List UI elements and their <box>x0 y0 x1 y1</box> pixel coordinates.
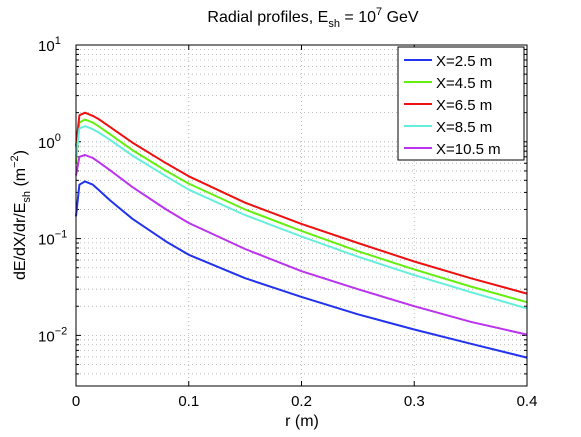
legend-label: X=4.5 m <box>436 75 492 92</box>
series-line-X-10-5-m <box>75 154 528 336</box>
x-tick-label: 0.3 <box>404 393 425 410</box>
y-tick-label: 10−1 <box>38 229 67 249</box>
series-line-X-6-5-m <box>75 111 528 295</box>
y-tick-label: 101 <box>38 35 61 55</box>
x-tick-label: 0.4 <box>517 393 538 410</box>
y-tick-label: 10−2 <box>38 325 67 345</box>
legend-label: X=6.5 m <box>436 97 492 114</box>
legend-label: X=10.5 m <box>436 141 501 158</box>
legend-label: X=2.5 m <box>436 53 492 70</box>
series-line-X-4-5-m <box>75 118 528 304</box>
y-axis-label: dE/dX/dr/Esh (m−2) <box>9 150 33 280</box>
series-line-X-2-5-m <box>75 180 528 359</box>
legend-label: X=8.5 m <box>436 119 492 136</box>
series-line-X-8-5-m <box>75 125 528 310</box>
x-axis-label: r (m) <box>285 413 319 430</box>
chart-title: Radial profiles, Esh = 107 GeV <box>207 6 419 30</box>
x-tick-label: 0.1 <box>178 393 199 410</box>
legend: X=2.5 m X=4.5 m X=6.5 m X=8.5 m X=10.5 m <box>397 46 525 161</box>
axis-ticks: 0 0.1 0.2 0.3 0.4 101 100 10−1 10−2 <box>38 35 537 410</box>
y-tick-label: 100 <box>38 132 61 152</box>
plot-frame <box>75 44 528 387</box>
x-tick-label: 0.2 <box>291 393 312 410</box>
x-tick-label: 0 <box>72 393 80 410</box>
series-lines <box>75 111 528 359</box>
